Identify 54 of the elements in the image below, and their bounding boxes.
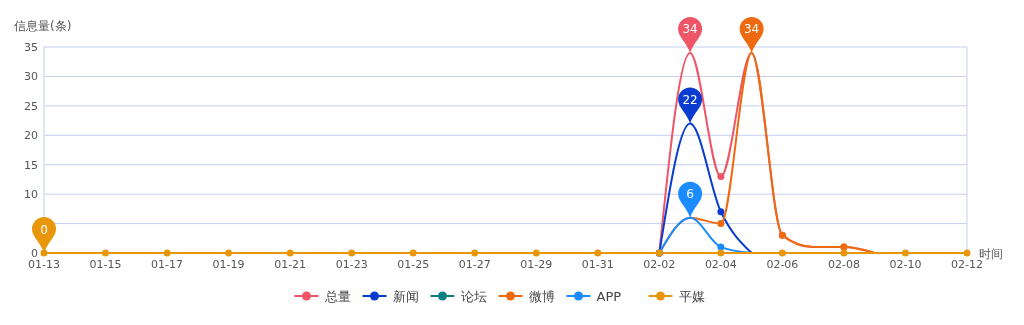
legend-label: 总量	[323, 289, 351, 304]
point	[778, 249, 786, 257]
x-tick-label: 01-31	[581, 258, 614, 271]
point	[225, 249, 233, 257]
x-tick-label: 02-02	[643, 258, 676, 271]
x-tick-label: 02-08	[827, 258, 860, 271]
x-tick-label: 01-17	[151, 258, 184, 271]
y-tick-label: 25	[24, 99, 38, 113]
point	[717, 172, 725, 180]
x-tick-label: 02-06	[766, 258, 799, 271]
point	[963, 249, 971, 257]
x-tick-label: 02-10	[889, 258, 922, 271]
data-label: 6	[686, 187, 694, 202]
legend-label: 新闻	[392, 289, 419, 304]
point	[409, 249, 417, 257]
y-tick-label: 20	[24, 129, 38, 143]
x-tick-label: 01-21	[274, 258, 307, 271]
y-tick-label: 15	[24, 158, 38, 172]
point	[471, 249, 479, 257]
legend-label: APP	[596, 289, 622, 304]
data-label: 34	[682, 22, 698, 37]
x-tick-label: 01-15	[89, 258, 122, 271]
x-tick-label: 01-13	[28, 258, 60, 271]
legend-label: 平媒	[678, 289, 705, 304]
point	[348, 249, 356, 257]
point	[532, 249, 540, 257]
point	[901, 249, 909, 257]
x-tick-label: 01-19	[212, 258, 245, 271]
point	[286, 249, 294, 257]
x-tick-label: 02-12	[951, 258, 983, 271]
y-axis-title: 信息量(条)	[14, 19, 72, 33]
y-tick-label: 30	[24, 70, 38, 84]
point	[717, 220, 725, 228]
y-tick-label: 10	[24, 188, 38, 202]
x-axis-title: 时间	[979, 247, 1003, 261]
y-tick-label: 35	[24, 41, 38, 54]
x-tick-label: 01-27	[458, 258, 491, 271]
x-tick-label: 01-23	[335, 258, 368, 271]
point	[594, 249, 602, 257]
point	[840, 249, 848, 257]
data-label: 22	[682, 93, 698, 108]
y-tick-label: 0	[31, 247, 38, 260]
point	[717, 249, 725, 257]
x-tick-label: 01-29	[520, 258, 553, 271]
legend-label: 微博	[528, 289, 555, 304]
point	[717, 208, 725, 216]
data-label: 34	[743, 22, 760, 37]
point	[163, 249, 171, 257]
x-tick-label: 01-25	[397, 258, 430, 271]
x-tick-label: 02-04	[704, 258, 737, 271]
point	[717, 243, 725, 251]
legend-label: 论坛	[460, 289, 487, 304]
point	[102, 249, 110, 257]
data-label: 0	[40, 222, 48, 237]
